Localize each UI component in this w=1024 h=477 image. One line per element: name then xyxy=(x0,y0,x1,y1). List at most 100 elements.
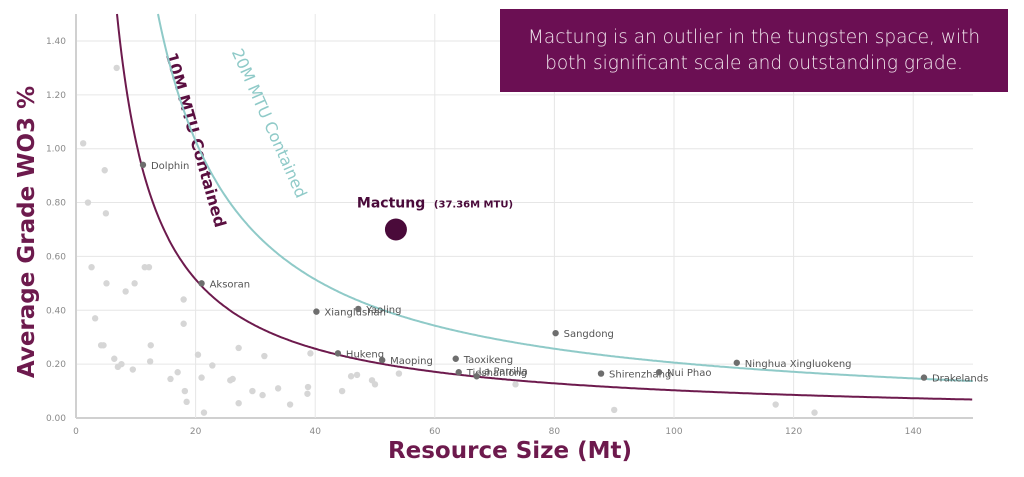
data-point xyxy=(229,375,236,383)
y-tick-label: 1.20 xyxy=(46,91,66,101)
data-point xyxy=(146,358,154,365)
y-tick-label: 0.20 xyxy=(46,360,66,370)
data-point xyxy=(235,344,242,352)
labeled-data-point xyxy=(920,374,928,381)
point-label: Xianglushan xyxy=(324,308,386,319)
callout-box: Mactung is an outlier in the tungsten sp… xyxy=(500,9,1008,92)
x-axis-title: Resource Size (Mt) xyxy=(388,438,632,464)
point-label: Drakelands xyxy=(932,374,988,385)
data-point xyxy=(259,391,266,399)
labeled-data-point xyxy=(473,373,480,380)
x-tick-label: 20 xyxy=(190,427,202,437)
labeled-data-point xyxy=(452,355,459,362)
data-point xyxy=(79,140,87,147)
data-point xyxy=(180,296,187,303)
y-tick-label: 1.40 xyxy=(46,37,66,47)
data-point xyxy=(131,280,138,287)
data-point xyxy=(167,375,174,383)
data-point xyxy=(307,350,314,357)
labeled-data-point xyxy=(655,369,663,376)
data-point xyxy=(183,398,190,406)
point-label: Sangdong xyxy=(564,329,614,340)
x-tick-label: 140 xyxy=(905,427,922,437)
data-point xyxy=(611,406,618,414)
labeled-data-point xyxy=(455,369,462,376)
x-axis-ticks: 0 20 40 60 80 100 120 140 xyxy=(73,427,922,437)
labeled-data-point xyxy=(313,308,320,315)
labeled-data-point xyxy=(139,161,147,169)
data-point xyxy=(174,369,181,376)
mactung-annotation: (37.36M MTU) xyxy=(434,199,513,210)
data-point xyxy=(101,167,108,174)
data-point xyxy=(111,355,118,362)
data-point xyxy=(249,387,256,395)
point-label: Maoping xyxy=(390,356,433,367)
x-tick-label: 60 xyxy=(429,427,441,437)
data-point xyxy=(304,390,311,397)
data-point xyxy=(395,370,403,377)
y-tick-label: 1.00 xyxy=(46,145,66,155)
data-point xyxy=(91,315,99,322)
labeled-data-point xyxy=(597,370,605,377)
labeled-data-point xyxy=(733,359,740,366)
mactung-label: Mactung xyxy=(357,195,425,211)
y-axis-title: Average Grade WO3 % xyxy=(14,86,40,378)
point-label: Nui Phao xyxy=(667,368,711,379)
labeled-data-point xyxy=(355,305,362,313)
data-point xyxy=(100,342,107,349)
data-point xyxy=(353,371,361,379)
y-tick-label: 0.40 xyxy=(46,306,66,316)
data-point xyxy=(261,352,268,360)
data-point xyxy=(338,387,346,395)
point-label: Shirenzhang xyxy=(609,370,671,381)
data-point xyxy=(200,409,208,416)
callout-text: Mactung is an outlier in the tungsten sp… xyxy=(527,26,981,74)
data-point xyxy=(102,210,110,217)
data-point xyxy=(811,409,818,416)
point-label: Ninghua Xingluokeng xyxy=(745,359,852,370)
labeled-data-point xyxy=(334,350,342,357)
y-axis-ticks: 0.00 0.20 0.40 0.60 0.80 1.00 1.20 1.40 xyxy=(46,37,66,424)
point-label: Taoxikeng xyxy=(463,355,513,366)
labeled-data-point xyxy=(378,356,386,364)
data-point xyxy=(347,373,355,380)
x-tick-label: 0 xyxy=(73,427,79,437)
data-point xyxy=(304,383,312,391)
y-tick-label: 0.80 xyxy=(46,199,66,209)
x-tick-label: 80 xyxy=(549,427,561,437)
data-point xyxy=(145,263,153,271)
data-point xyxy=(118,360,125,368)
data-point xyxy=(198,374,205,381)
labeled-data-point xyxy=(552,329,559,337)
curve-10m xyxy=(116,13,973,401)
labeled-data-point xyxy=(198,280,205,287)
data-point xyxy=(286,401,294,408)
curve-20m xyxy=(157,13,973,382)
data-point xyxy=(371,381,379,388)
data-point xyxy=(113,64,120,72)
data-point xyxy=(194,351,202,358)
data-point xyxy=(84,199,92,206)
data-point xyxy=(147,342,154,349)
data-point xyxy=(129,366,137,373)
point-label: Dolphin xyxy=(151,161,189,172)
data-point xyxy=(274,385,282,392)
data-point xyxy=(209,362,216,369)
data-point xyxy=(181,387,189,395)
point-label: Aksoran xyxy=(210,279,251,290)
x-tick-label: 40 xyxy=(309,427,321,437)
curve-label: 20M MTU Contained xyxy=(228,46,311,201)
point-label: Tieshanlong xyxy=(466,368,527,379)
y-tick-label: 0.60 xyxy=(46,252,66,262)
mactung-point xyxy=(384,218,407,241)
unlabeled-points xyxy=(79,64,818,416)
y-tick-label: 0.00 xyxy=(46,414,66,424)
highlight-point: Mactung (37.36M MTU) xyxy=(357,195,513,241)
point-label: Yaoling xyxy=(365,305,401,316)
data-point xyxy=(512,381,519,388)
data-point xyxy=(88,263,95,271)
x-tick-label: 100 xyxy=(665,427,682,437)
data-point xyxy=(180,320,187,327)
